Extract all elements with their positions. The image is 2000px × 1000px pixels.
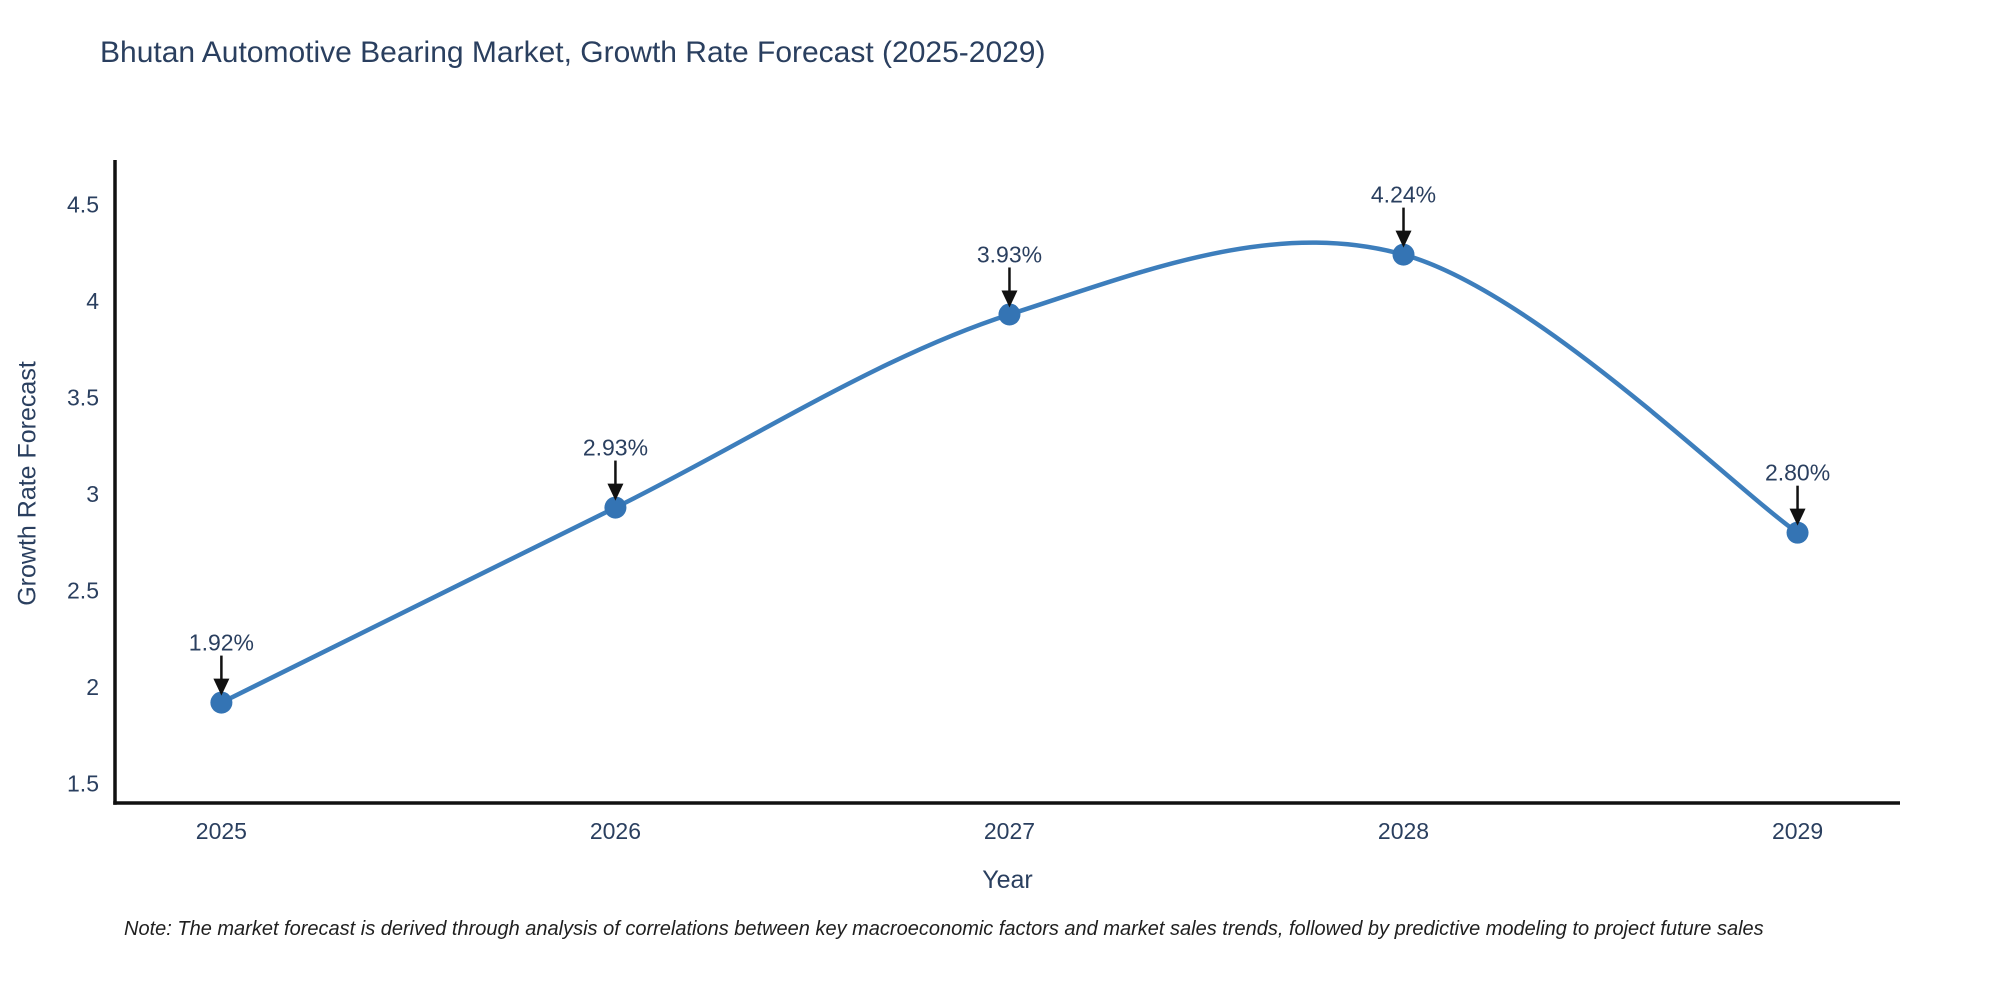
annotation-arrowhead-icon — [213, 678, 230, 696]
data-label: 2.93% — [583, 435, 648, 461]
y-tick-label: 3.5 — [67, 385, 99, 411]
data-label: 3.93% — [977, 241, 1042, 267]
annotation-arrowhead-icon — [1789, 508, 1806, 526]
annotation-arrowhead-icon — [1001, 290, 1018, 308]
data-point-marker — [1392, 243, 1415, 266]
data-label: 2.80% — [1765, 460, 1830, 486]
y-tick-label: 4.5 — [67, 191, 99, 217]
x-tick-label: 2029 — [1772, 818, 1823, 844]
chart-title: Bhutan Automotive Bearing Market, Growth… — [100, 36, 1046, 69]
x-tick-label: 2025 — [196, 818, 247, 844]
data-label: 4.24% — [1371, 182, 1436, 208]
data-point-marker — [998, 303, 1021, 326]
data-point-marker — [604, 496, 627, 519]
y-tick-label: 3 — [86, 481, 99, 507]
y-tick-label: 2 — [86, 674, 99, 700]
annotation-arrowhead-icon — [607, 483, 624, 501]
footnote: Note: The market forecast is derived thr… — [124, 918, 1764, 940]
y-tick-label: 4 — [86, 288, 99, 314]
data-point-marker — [210, 691, 233, 714]
y-tick-label: 1.5 — [67, 771, 99, 797]
x-tick-label: 2026 — [590, 818, 641, 844]
x-tick-label: 2028 — [1378, 818, 1429, 844]
y-tick-label: 2.5 — [67, 578, 99, 604]
x-tick-label: 2027 — [984, 818, 1035, 844]
data-point-marker — [1786, 521, 1809, 544]
data-label: 1.92% — [189, 630, 254, 656]
annotation-arrowhead-icon — [1395, 230, 1412, 248]
x-axis-label: Year — [982, 866, 1033, 894]
